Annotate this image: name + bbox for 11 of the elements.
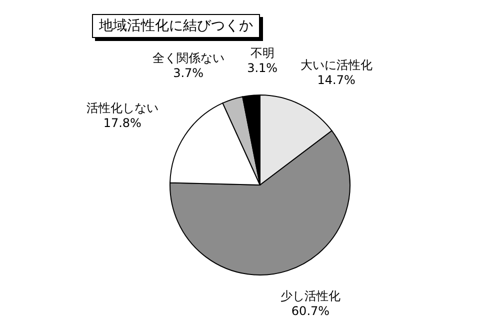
slice-label: 少し活性化 — [279, 289, 342, 304]
slice-label: 全く関係ない — [152, 50, 224, 66]
slice-label: 大いに活性化 — [300, 58, 372, 74]
data-label: 17.8% — [102, 116, 142, 132]
data-label: 3.7% — [172, 66, 205, 81]
data-label: 14.7% — [316, 73, 356, 88]
slice-label: 不明 — [249, 46, 276, 61]
data-label: 3.1% — [246, 60, 279, 76]
data-label: 60.7% — [290, 304, 331, 319]
chart-title: 地域活性化に結びつくか — [92, 14, 260, 38]
slice-label: 活性化しない — [86, 101, 158, 116]
